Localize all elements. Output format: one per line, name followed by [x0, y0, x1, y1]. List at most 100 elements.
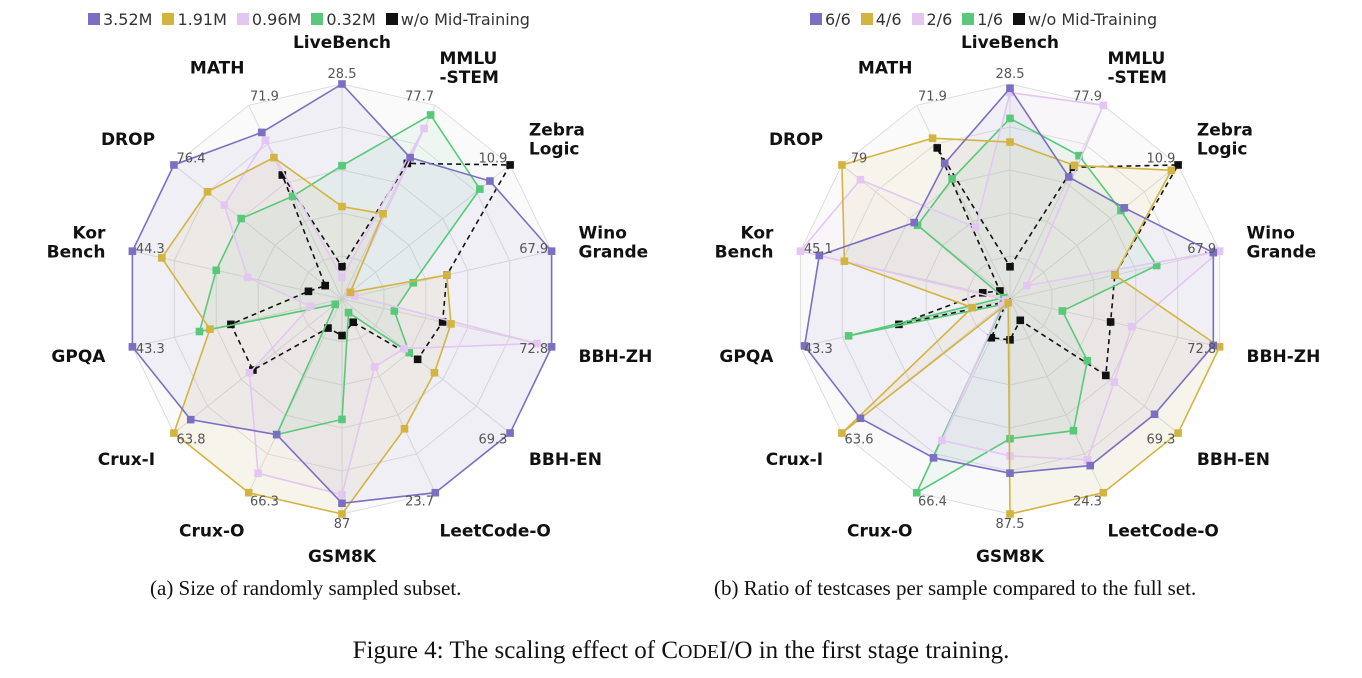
axis-label-livebench: LiveBench	[293, 33, 391, 53]
series-point-0-32m	[476, 185, 484, 193]
series-point-2-6	[1215, 247, 1224, 255]
series-point-w-o-mid-training	[338, 262, 346, 271]
series-point-1-91m	[206, 325, 214, 333]
legend-item-1-6: 1/6	[962, 10, 1003, 29]
series-fill-2-6	[800, 92, 1220, 460]
series-point-0-32m	[338, 415, 346, 424]
axis-label-line: BBH-ZH	[1247, 347, 1321, 367]
legend-swatch	[162, 13, 175, 25]
series-fill-0-96m	[224, 128, 537, 495]
series-point-3-52m	[257, 128, 266, 137]
series-point-0-96m	[338, 490, 346, 499]
series-point-2-6	[971, 223, 980, 232]
legend-swatch	[311, 13, 324, 25]
series-point-0-96m	[254, 469, 262, 478]
max-value-label: 43.3	[804, 342, 833, 357]
axis-label-line: Logic	[1197, 139, 1248, 159]
legend-swatch	[1013, 13, 1025, 25]
series-point-2-6	[856, 175, 865, 184]
max-value-label: 66.4	[918, 495, 947, 510]
axis-label-gsm8k: GSM8K	[308, 547, 377, 562]
legend-item-3-52m: 3.52M	[88, 10, 152, 29]
legend-b: 6/6 4/6 2/6 1/6 w/o Mid-Training	[810, 7, 1157, 31]
series-point-4-6	[1111, 271, 1119, 279]
axis-label-line: LiveBench	[961, 33, 1059, 53]
series-point-0-32m	[409, 278, 418, 287]
series-point-1-6	[912, 488, 921, 497]
axis-label-leetcode-o: LeetCode-O	[440, 522, 551, 542]
series-point-1-91m	[338, 510, 346, 518]
series-point-0-96m	[533, 339, 541, 348]
series-point-w-o-mid-training	[1106, 318, 1115, 326]
max-value-label: 76.4	[177, 152, 206, 167]
axis-label-bbh-en: BBH-EN	[1197, 450, 1270, 470]
legend-label: w/o Mid-Training	[400, 9, 530, 29]
series-point-0-96m	[400, 344, 408, 353]
series-point-3-52m	[186, 415, 195, 424]
series-point-1-91m	[270, 153, 278, 162]
series-point-2-6	[1127, 322, 1136, 331]
axis-label-line: Logic	[529, 139, 580, 159]
max-value-label: 23.7	[405, 495, 434, 510]
axis-label-line: LiveBench	[293, 33, 391, 53]
series-point-w-o-mid-training	[1016, 316, 1025, 325]
axis-label-line: MATH	[858, 58, 913, 78]
max-value-label: 67.9	[519, 242, 548, 257]
legend-item-2-6: 2/6	[911, 9, 953, 29]
axis-label-line: BBH-EN	[1197, 450, 1270, 470]
series-point-6-6	[1006, 84, 1014, 93]
axis-label-bbh-en: BBH-EN	[529, 450, 602, 470]
series-point-w-o-mid-training	[278, 171, 287, 179]
series-point-0-96m	[370, 362, 379, 371]
grid-spoke	[341, 298, 511, 434]
axis-label-line: GSM8K	[976, 547, 1045, 562]
series-point-1-91m	[430, 368, 439, 377]
max-value-label: 44.3	[136, 242, 165, 257]
max-value-label: 71.9	[918, 89, 947, 104]
max-value-label: 77.7	[405, 89, 434, 104]
figure-caption-suffix: I/O in the first stage training.	[719, 637, 1010, 664]
axis-label-line: Bench	[47, 242, 106, 262]
series-fill-1-91m	[161, 157, 451, 514]
series-point-4-6	[838, 161, 846, 169]
series-line-w-o-mid-training	[898, 147, 1180, 377]
grid-spoke	[341, 298, 436, 493]
legend-label: 0.32M	[326, 9, 376, 29]
series-point-6-6	[1086, 461, 1095, 470]
axis-label-line: DROP	[769, 130, 823, 150]
series-point-4-6	[928, 134, 937, 143]
series-point-4-6	[840, 257, 849, 266]
series-point-w-o-mid-training	[338, 331, 346, 340]
legend-swatch	[385, 13, 398, 25]
axis-label-mmlu-stem: MMLU -STEM	[1108, 49, 1167, 88]
axis-label-line: Zebra	[1197, 120, 1253, 140]
series-point-w-o-mid-training	[1174, 161, 1182, 169]
max-value-label: 72.8	[1187, 342, 1216, 357]
axis-label-gsm8k: GSM8K	[976, 547, 1045, 562]
axis-label-line: -STEM	[1108, 68, 1167, 88]
series-point-2-6	[1006, 88, 1014, 97]
series-point-3-52m	[547, 247, 556, 255]
legend-label: 2/6	[926, 9, 953, 29]
axis-label-line: Grande	[579, 242, 649, 262]
series-point-0-32m	[344, 308, 353, 317]
series-point-w-o-mid-training	[349, 318, 357, 327]
series-point-0-32m	[426, 111, 435, 119]
series-point-6-6	[929, 454, 938, 462]
axis-label-line: BBH-ZH	[579, 347, 653, 367]
series-point-w-o-mid-training	[227, 320, 235, 329]
legend-label: 3.52M	[103, 9, 153, 29]
max-value-label: 77.9	[1073, 89, 1102, 104]
axis-label-line: GPQA	[719, 347, 774, 367]
legend-label: 1/6	[977, 9, 1003, 29]
axis-label-line: MMLU	[1108, 49, 1166, 69]
series-point-1-91m	[170, 429, 178, 437]
series-point-3-52m	[128, 247, 137, 255]
series-point-1-91m	[157, 254, 166, 262]
subcaption-a: (a) Size of randomly sampled subset.	[150, 576, 462, 600]
series-point-0-32m	[212, 266, 221, 275]
series-point-0-96m	[245, 368, 254, 377]
max-value-label: 87.5	[996, 517, 1025, 532]
axis-label-wino-grande: Wino Grande	[1247, 223, 1317, 262]
series-point-w-o-mid-training	[304, 287, 313, 296]
